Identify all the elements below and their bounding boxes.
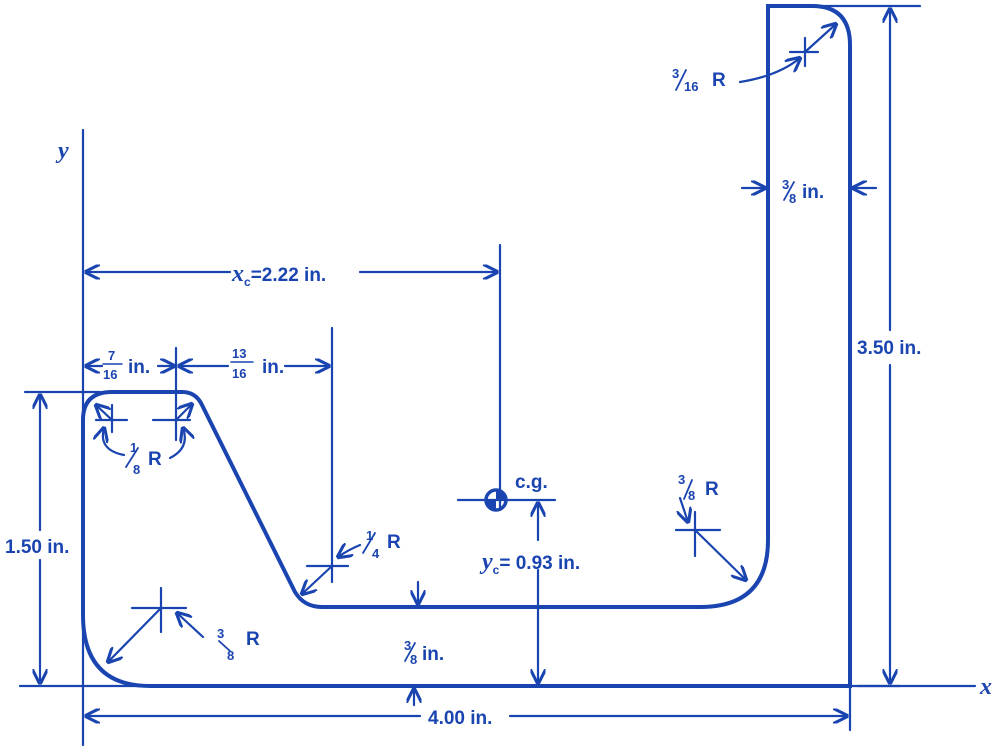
width-label: 4.00 in.: [428, 708, 492, 729]
svg-text:R: R: [148, 449, 162, 470]
inner-right-radius-center: [674, 496, 746, 580]
svg-text:8: 8: [688, 488, 695, 503]
svg-text:16: 16: [684, 79, 698, 94]
svg-text:4: 4: [372, 546, 380, 561]
svg-text:1: 1: [130, 440, 137, 455]
svg-text:R: R: [705, 479, 719, 500]
inner-right-radius-label: 3 8 R: [678, 472, 719, 503]
svg-text:8: 8: [789, 191, 796, 206]
svg-text:in.: in.: [802, 182, 824, 203]
x-axis-label: x: [979, 674, 992, 700]
svg-text:3: 3: [404, 638, 411, 653]
svg-text:3: 3: [782, 177, 789, 192]
section-outline: [81, 4, 852, 688]
svg-text:R: R: [712, 70, 726, 91]
yc-label: yc= 0.93 in.: [479, 549, 580, 577]
cg-label: c.g.: [515, 472, 548, 493]
svg-text:3: 3: [678, 472, 685, 487]
flange-dim-label: 7 16 in.: [102, 348, 150, 382]
inner-left-radius-label: 1 4 R: [362, 528, 401, 561]
top-right-radius-center: [738, 24, 836, 84]
svg-text:13: 13: [232, 346, 246, 361]
outer-left-radius-center: [108, 586, 205, 662]
svg-text:16: 16: [232, 366, 246, 381]
svg-text:R: R: [387, 532, 401, 553]
upright-thickness-label: 3 8 in.: [782, 177, 824, 206]
inner-left-radius-center: [302, 545, 362, 594]
svg-text:R: R: [246, 629, 260, 650]
svg-text:16: 16: [103, 367, 117, 382]
svg-text:in.: in.: [262, 357, 284, 378]
xc-label: xc=2.22 in.: [231, 261, 326, 289]
outer-left-radius-label: 3 8 R: [217, 626, 260, 663]
y-axis-label: y: [55, 138, 69, 164]
web-thickness-label: 3 8 in.: [404, 638, 444, 667]
svg-text:1: 1: [366, 528, 373, 543]
svg-text:8: 8: [410, 652, 417, 667]
height-right-label: 3.50 in.: [857, 338, 921, 359]
svg-text:3: 3: [217, 626, 224, 641]
top-radius-centers: [96, 404, 192, 460]
svg-text:in.: in.: [422, 644, 444, 665]
svg-text:8: 8: [227, 648, 234, 663]
svg-text:in.: in.: [128, 357, 150, 378]
height-left-label: 1.50 in.: [5, 537, 69, 558]
top-right-radius-label: 3 16 R: [672, 66, 726, 94]
svg-text:7: 7: [108, 348, 115, 363]
diag-offset-label: 13 16 in.: [230, 346, 284, 381]
svg-text:8: 8: [133, 462, 140, 477]
svg-text:3: 3: [672, 66, 679, 81]
top-radius-label: 1 8 R: [125, 440, 162, 477]
